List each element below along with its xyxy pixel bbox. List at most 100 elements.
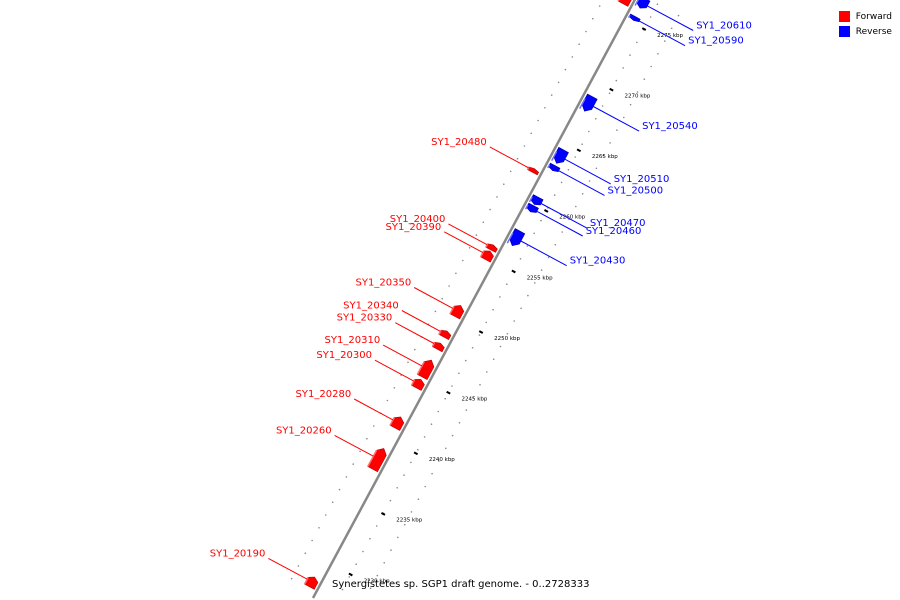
dot-guide	[520, 307, 522, 310]
gene-highlight	[438, 329, 442, 335]
dot-guide	[656, 3, 659, 5]
tick-mark	[609, 87, 614, 92]
dot-guide	[471, 347, 474, 349]
dot-guide	[516, 157, 519, 160]
dot-guide	[431, 472, 433, 475]
gene-arrow	[553, 146, 569, 164]
gene-label: SY1_20480	[431, 137, 487, 148]
dot-guide	[598, 5, 601, 7]
dot-guide	[670, 27, 673, 30]
dot-guide	[441, 297, 444, 300]
dot-guide	[311, 539, 313, 542]
gene-label: SY1_20310	[325, 335, 381, 346]
gene-label: SY1_20460	[586, 226, 642, 237]
dot-guide	[455, 272, 457, 275]
dot-guide	[560, 181, 563, 184]
gene-arrow	[617, 0, 632, 7]
dot-guide	[615, 79, 618, 82]
gene-highlight	[579, 97, 586, 109]
dot-guide	[574, 156, 576, 158]
dot-guide	[588, 180, 591, 182]
dot-guide	[492, 358, 495, 361]
genome-backbone	[311, 0, 637, 599]
forward-swatch	[838, 11, 850, 22]
gene-leader-line	[540, 203, 588, 229]
dot-guide	[616, 129, 618, 131]
dot-guide	[430, 423, 433, 426]
dot-guide	[393, 387, 396, 389]
dot-guide	[369, 537, 371, 540]
gene-arrow	[636, 0, 651, 9]
dot-guide	[359, 450, 361, 453]
dot-guide	[564, 68, 567, 71]
gene-label: SY1_20400	[390, 214, 446, 225]
gene-leader-line	[268, 557, 308, 580]
gene-leader-line	[374, 359, 415, 382]
dot-guide	[499, 345, 502, 348]
gene-leader-line	[593, 106, 640, 132]
dot-guide	[622, 67, 624, 69]
dot-guide	[489, 208, 491, 211]
dot-guide	[649, 16, 652, 18]
dot-guide	[657, 53, 659, 55]
dot-guide	[629, 103, 632, 106]
gene-leader-line	[639, 20, 686, 47]
dot-guide	[304, 552, 307, 554]
dot-guide	[458, 372, 460, 375]
dot-guide	[386, 399, 389, 402]
dot-guide	[544, 107, 546, 109]
tick-mark	[348, 572, 353, 577]
gene-label: SY1_20430	[570, 256, 626, 267]
gene-highlight	[551, 150, 558, 162]
dot-guide	[362, 550, 364, 553]
dot-guide	[479, 383, 481, 386]
gene-highlight	[528, 196, 533, 203]
dot-guide	[609, 142, 611, 144]
dot-guide	[410, 461, 412, 464]
dot-guide	[503, 183, 505, 185]
dot-guide	[448, 285, 450, 287]
gene-leader-line	[395, 322, 435, 344]
gene-label: SY1_20470	[590, 218, 646, 229]
dot-guide	[643, 78, 646, 80]
dot-guide	[444, 397, 447, 400]
dot-guide	[571, 56, 574, 58]
gene-arrow	[548, 162, 561, 173]
dot-guide	[496, 196, 498, 198]
dot-guide	[373, 425, 375, 427]
gene-highlight	[524, 204, 529, 210]
tick-mark	[641, 27, 647, 31]
dot-guide	[540, 269, 543, 271]
tick-label: 2270 kbp	[625, 94, 651, 100]
gene-leader-line	[536, 210, 583, 237]
dot-guide	[537, 119, 539, 122]
gene-label: SY1_20300	[316, 350, 372, 361]
gene-label: SY1_20260	[276, 425, 332, 436]
gene-arrow	[527, 166, 539, 176]
tick-label: 2255 kbp	[527, 275, 553, 281]
gene-highlight	[627, 14, 631, 19]
tick-label: 2260 kbp	[559, 215, 585, 221]
dot-guide	[585, 30, 587, 33]
gene-highlight	[485, 243, 489, 248]
dot-guide	[475, 234, 478, 236]
dot-guide	[540, 219, 542, 222]
dot-guide	[534, 282, 536, 284]
tick-mark	[478, 330, 484, 334]
tick-label: 2235 kbp	[396, 518, 422, 524]
dot-guide	[397, 536, 399, 539]
dot-guide	[297, 565, 300, 567]
dot-guide	[492, 308, 494, 311]
dot-guide	[523, 145, 526, 147]
dot-guide	[513, 320, 515, 322]
gene-highlight	[479, 250, 485, 258]
tick-mark	[413, 451, 419, 456]
dot-guide	[530, 132, 532, 135]
dot-guide	[650, 65, 652, 68]
gene-arrow	[509, 228, 526, 247]
tick-label: 2245 kbp	[462, 397, 488, 403]
gene-leader-line	[520, 240, 567, 267]
dot-guide	[424, 485, 427, 488]
dot-guide	[519, 258, 522, 260]
